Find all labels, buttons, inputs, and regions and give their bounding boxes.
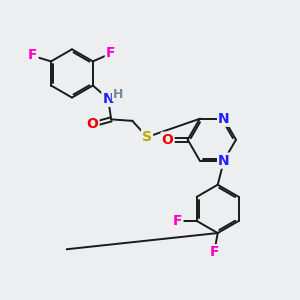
Text: F: F	[28, 49, 38, 62]
Text: N: N	[218, 154, 230, 168]
Text: N: N	[102, 92, 114, 106]
Text: S: S	[142, 130, 152, 144]
Text: F: F	[106, 46, 115, 60]
Text: O: O	[87, 117, 98, 131]
Text: H: H	[112, 88, 123, 101]
Text: F: F	[210, 245, 220, 259]
Text: O: O	[162, 133, 174, 147]
Text: N: N	[218, 112, 230, 126]
Text: F: F	[173, 214, 182, 228]
